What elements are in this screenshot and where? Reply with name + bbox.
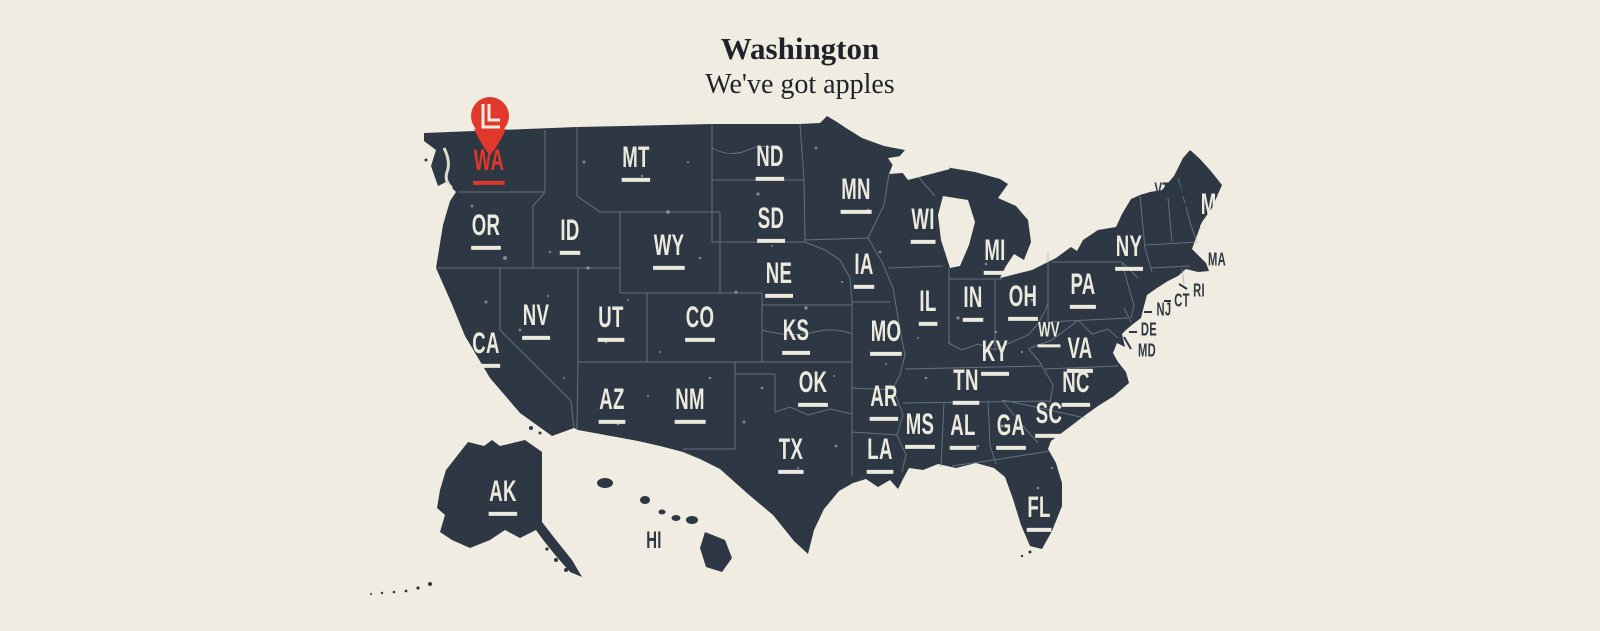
great-lakes xyxy=(888,150,975,268)
pin-tail xyxy=(474,129,506,155)
logo-l-icon xyxy=(481,104,500,129)
alaska xyxy=(437,440,582,577)
header: Washington We've got apples xyxy=(0,31,1600,100)
lake-superior-arm-2 xyxy=(902,164,950,180)
aleutian-islands xyxy=(370,547,568,595)
coastal-islands xyxy=(424,158,1032,558)
lake-superior-arm xyxy=(888,150,948,170)
lake-michigan xyxy=(938,196,975,268)
map-texture xyxy=(470,146,1054,507)
page-subtitle: We've got apples xyxy=(705,68,895,100)
hawaii-islands xyxy=(597,478,732,572)
page-title: Washington xyxy=(720,31,880,66)
leader-lines xyxy=(1123,202,1201,350)
mainland-silhouette xyxy=(424,116,1222,554)
puget-sound xyxy=(442,147,454,190)
location-pin xyxy=(471,97,509,155)
